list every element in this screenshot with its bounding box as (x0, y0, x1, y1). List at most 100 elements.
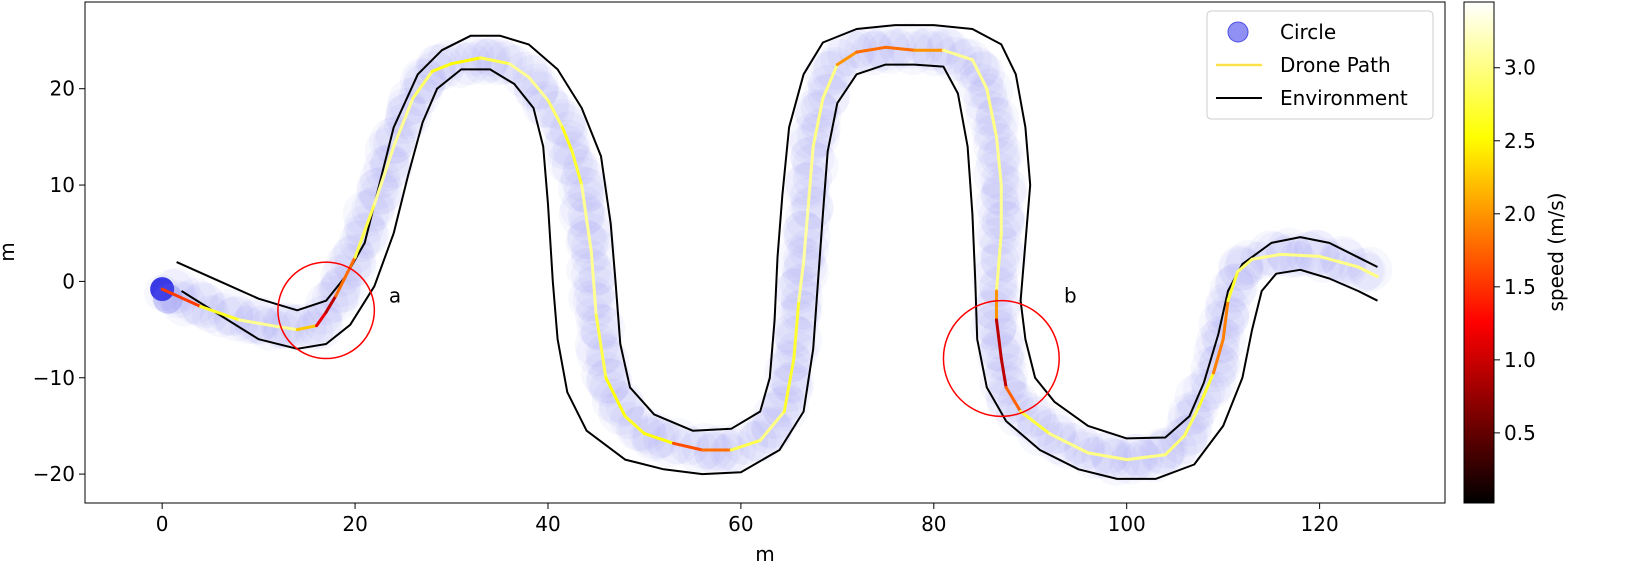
drone-path-segment (580, 183, 593, 254)
drone-path-segment (1004, 385, 1023, 413)
circle-marker (970, 304, 1017, 351)
circle-marker (771, 341, 812, 383)
circle-marker (681, 423, 728, 470)
circle-marker (1193, 329, 1240, 376)
circle-marker (721, 418, 769, 465)
circle-marker (975, 97, 1014, 136)
colorbar-tick-label: 0.5 (1504, 421, 1536, 445)
drone-path-segment (604, 376, 627, 418)
circle-marker (1109, 442, 1152, 485)
circle-marker (1347, 246, 1393, 292)
drone-path-segment (995, 231, 1003, 293)
plot-frame (84, 1, 1446, 504)
circle-marker (633, 412, 680, 459)
drone-path-segment (758, 410, 786, 442)
circle-marker (271, 304, 316, 349)
circle-marker (1240, 241, 1279, 280)
x-tick-label: 0 (156, 512, 169, 536)
circle-marker (567, 220, 607, 260)
circle-marker (772, 313, 813, 354)
circle-marker (768, 339, 812, 383)
circle-marker (1214, 263, 1259, 308)
circle-marker (979, 326, 1027, 373)
circle-marker (261, 303, 306, 348)
drone-path-segment (855, 45, 888, 54)
circle-marker (471, 37, 511, 77)
x-axis-label: m (755, 542, 774, 566)
circle-marker (784, 244, 827, 288)
drone-path-segment (797, 260, 806, 303)
circle-marker (959, 51, 1005, 97)
drone-path-segment (802, 202, 810, 264)
circle-marker (572, 280, 612, 320)
circle-marker (764, 349, 812, 397)
circle-marker (207, 288, 254, 335)
circle-marker (294, 311, 334, 351)
drone-path-segment (324, 294, 338, 314)
circle-marker (568, 275, 615, 322)
drone-path-segment (1221, 299, 1230, 341)
circle-marker (775, 267, 822, 314)
circle-marker (568, 177, 605, 214)
environment-outer-boundary (176, 24, 1378, 440)
drone-path-segment (1226, 270, 1240, 303)
circle-marker (981, 200, 1025, 244)
drone-path-segment (623, 414, 646, 436)
colorbar-label: speed (m/s) (1544, 192, 1568, 311)
circle-marker (783, 162, 830, 210)
circle-marker (779, 289, 823, 333)
circle-marker (587, 358, 633, 404)
drone-path-segment (160, 287, 203, 308)
drone-path-segment (821, 63, 839, 100)
colorbar-gradient (1463, 1, 1495, 504)
circle-marker (775, 268, 818, 311)
y-tick-label: 20 (50, 77, 75, 101)
circle-marker (385, 92, 432, 140)
circle-marker (565, 220, 609, 264)
circle-marker (784, 213, 831, 260)
drone-path-segment (999, 357, 1008, 389)
circle-marker (677, 430, 721, 474)
circle-marker (1293, 230, 1339, 276)
drone-path-segment (1183, 405, 1201, 438)
drone-path-segment (392, 96, 415, 148)
legend: Circle Drone Path Environment (1206, 10, 1434, 120)
drone-path-segment (1356, 265, 1379, 279)
circle-marker (647, 423, 693, 468)
circle-marker (980, 235, 1027, 282)
circle-marker (569, 201, 614, 246)
circle-marker (560, 156, 606, 202)
y-tick-label: −20 (33, 462, 75, 486)
legend-circle-marker (1227, 21, 1249, 43)
circle-marker (562, 149, 600, 186)
x-tick-label: 60 (728, 512, 753, 536)
circle-marker (978, 131, 1024, 178)
circle-marker (598, 381, 645, 428)
circle-marker (781, 211, 825, 255)
circle-marker (973, 244, 1017, 288)
circle-marker (1141, 430, 1185, 474)
circle-marker (436, 41, 483, 88)
circle-marker (575, 283, 620, 327)
colorbar-tick-label: 2.0 (1504, 202, 1536, 226)
x-tick-label: 40 (535, 512, 560, 536)
circle-marker (1285, 231, 1332, 277)
drone-path-segment (372, 145, 396, 206)
drone-path-segment (729, 438, 762, 452)
annotation-label-b: b (1064, 284, 1077, 308)
circle-marker (783, 210, 823, 250)
circle-marker (981, 171, 1027, 218)
colorbar-tick-label: 3.0 (1504, 56, 1536, 80)
circle-marker (1016, 409, 1064, 457)
circle-marker (1338, 248, 1384, 293)
circle-marker (579, 304, 626, 351)
x-tick-label: 80 (921, 512, 946, 536)
circle-marker (512, 54, 552, 95)
annotation-label-a: a (389, 284, 401, 308)
circle-marker (1156, 428, 1198, 470)
circle-marker (1160, 417, 1207, 465)
circle-marker (788, 113, 836, 160)
circle-marker (576, 329, 623, 376)
circle-marker (539, 99, 586, 145)
